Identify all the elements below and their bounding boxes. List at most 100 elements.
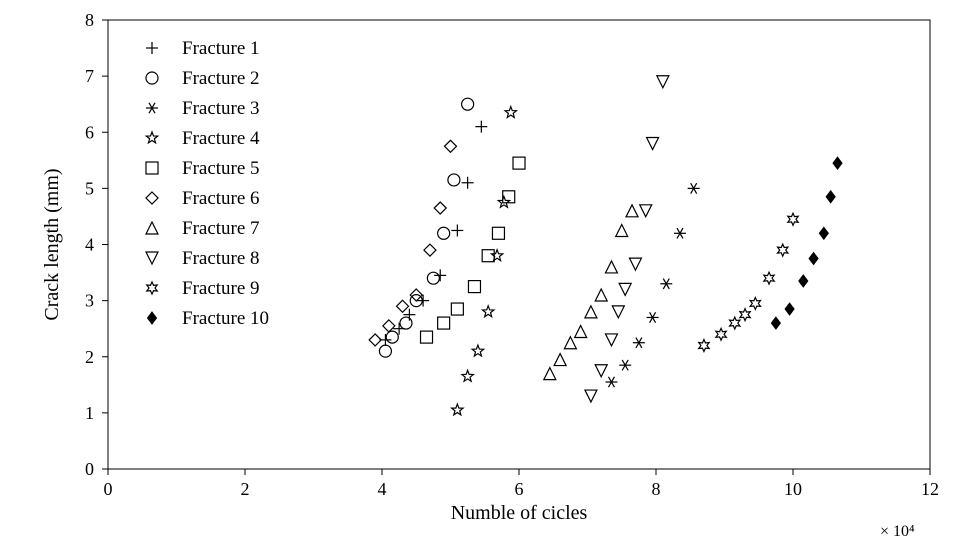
marker-fracture10 (771, 317, 780, 329)
legend-item: Fracture 2 (146, 68, 260, 89)
marker-fracture6 (434, 202, 446, 214)
marker-fracture3 (647, 312, 659, 322)
x-tick-label: 8 (652, 479, 661, 499)
x-exp-label: × 10⁴ (880, 523, 915, 540)
marker-fracture9 (740, 309, 750, 321)
y-axis-label: Crack length (mm) (41, 168, 63, 320)
marker-fracture7 (616, 224, 628, 236)
marker-fracture2 (427, 272, 439, 284)
marker-fracture2 (438, 227, 450, 239)
marker-fracture8 (619, 283, 631, 295)
x-tick-label: 2 (241, 479, 250, 499)
marker-fracture7 (585, 306, 597, 318)
legend-label: Fracture 6 (182, 188, 260, 209)
marker-fracture5 (438, 317, 450, 329)
y-tick-label: 3 (85, 291, 94, 311)
x-tick-label: 12 (921, 479, 939, 499)
x-tick-label: 4 (378, 479, 387, 499)
legend-label: Fracture 9 (182, 278, 260, 299)
marker-fracture8 (629, 258, 641, 270)
marker-fracture2 (400, 317, 412, 329)
marker-fracture8 (605, 334, 617, 346)
marker-fracture2 (379, 345, 391, 357)
marker-fracture2 (448, 174, 460, 186)
legend-item: Fracture 10 (148, 308, 270, 329)
marker-fracture4 (482, 306, 493, 317)
legend-label: Fracture 7 (182, 218, 260, 239)
marker-fracture10 (809, 253, 818, 265)
marker-fracture4 (498, 196, 509, 207)
marker-fracture8 (647, 137, 659, 149)
legend-item: Fracture 3 (146, 98, 260, 119)
y-tick-label: 8 (85, 10, 94, 30)
marker-fracture4 (472, 345, 483, 356)
marker-fracture7 (605, 261, 617, 273)
marker-fracture3 (674, 228, 686, 238)
scatter-chart: 024681012012345678Numble of ciclesCrack … (0, 0, 961, 543)
marker-fracture3 (633, 338, 645, 348)
marker-fracture5 (451, 303, 463, 315)
marker-fracture10 (799, 275, 808, 287)
y-tick-label: 7 (85, 66, 94, 86)
marker-fracture2 (462, 98, 474, 110)
marker-fracture8 (585, 390, 597, 402)
legend-item: Fracture 7 (146, 218, 260, 239)
marker-fracture7 (626, 205, 638, 217)
legend-item: Fracture 5 (146, 158, 260, 179)
marker-fracture6 (369, 334, 381, 346)
legend-label: Fracture 2 (182, 68, 260, 89)
legend-item: Fracture 6 (146, 188, 260, 209)
marker-fracture1 (462, 177, 474, 189)
y-tick-label: 6 (85, 122, 94, 142)
marker-fracture1 (417, 295, 429, 307)
marker-fracture3 (660, 279, 672, 289)
marker-fracture10 (826, 191, 835, 203)
marker-fracture5 (492, 227, 504, 239)
marker-fracture2 (386, 331, 398, 343)
marker-fracture9 (750, 297, 760, 309)
x-tick-label: 6 (515, 479, 524, 499)
legend-item: Fracture 1 (146, 38, 260, 59)
legend-item: Fracture 4 (146, 128, 260, 149)
marker-fracture4 (505, 107, 516, 118)
marker-fracture3 (605, 377, 617, 387)
legend-item: Fracture 8 (146, 248, 260, 269)
x-tick-label: 10 (784, 479, 802, 499)
marker-fracture5 (482, 250, 494, 262)
y-tick-label: 1 (85, 403, 94, 423)
marker-fracture1 (434, 269, 446, 281)
marker-fracture4 (491, 250, 502, 261)
marker-fracture6 (397, 300, 409, 312)
marker-fracture7 (564, 337, 576, 349)
legend-label: Fracture 10 (182, 308, 269, 329)
marker-fracture10 (819, 227, 828, 239)
marker-fracture9 (788, 213, 798, 225)
marker-fracture3 (688, 183, 700, 193)
marker-fracture5 (468, 281, 480, 293)
legend-label: Fracture 3 (182, 98, 260, 119)
marker-fracture7 (575, 325, 587, 337)
marker-fracture9 (764, 272, 774, 284)
marker-fracture5 (513, 157, 525, 169)
marker-fracture6 (424, 244, 436, 256)
marker-fracture1 (475, 121, 487, 133)
marker-fracture9 (699, 340, 709, 352)
marker-fracture6 (383, 320, 395, 332)
marker-fracture9 (716, 328, 726, 340)
marker-fracture8 (612, 306, 624, 318)
marker-fracture10 (785, 303, 794, 315)
data-points (369, 76, 842, 415)
marker-fracture7 (544, 368, 556, 380)
y-tick-label: 5 (85, 178, 94, 198)
legend-label: Fracture 8 (182, 248, 260, 269)
marker-fracture4 (462, 370, 473, 381)
marker-fracture1 (451, 224, 463, 236)
marker-fracture7 (554, 354, 566, 366)
x-axis-label: Numble of cicles (451, 502, 588, 524)
legend-item: Fracture 9 (147, 278, 260, 299)
marker-fracture8 (657, 76, 669, 88)
marker-fracture9 (778, 244, 788, 256)
marker-fracture7 (595, 289, 607, 301)
marker-fracture4 (452, 404, 463, 415)
y-tick-label: 2 (85, 347, 94, 367)
